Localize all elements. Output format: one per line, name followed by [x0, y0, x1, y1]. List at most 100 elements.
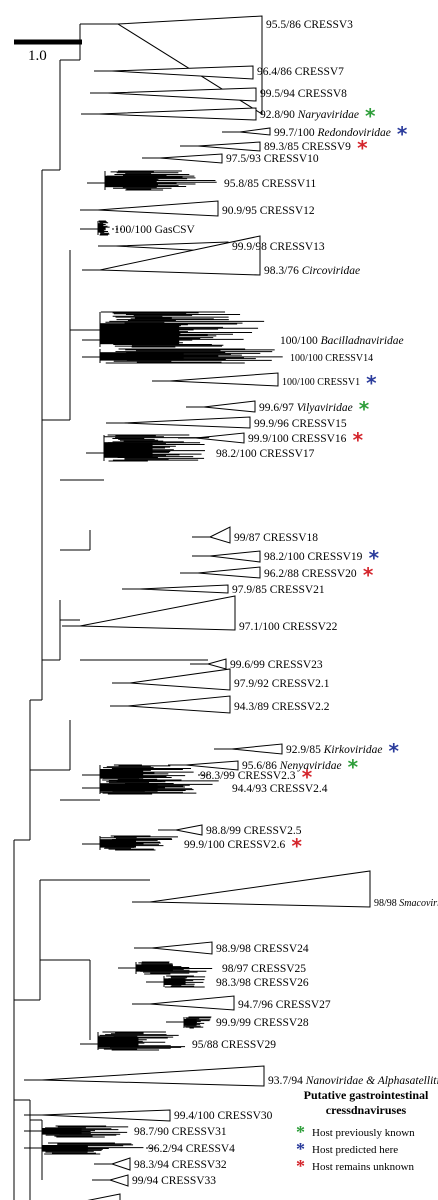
- dense-branches: [100, 783, 158, 792]
- clade-label-cressv2_2: 94.3/89 CRESSV2.2: [234, 701, 330, 713]
- clade-name: CRESSV28: [254, 1017, 309, 1029]
- support-value: 94.4/93: [232, 783, 270, 795]
- support-value: 100/100: [290, 353, 325, 364]
- green-star-icon: *: [348, 755, 359, 779]
- support-value: 98.2/100: [264, 551, 307, 563]
- collapsed-clade-cressv18: [208, 526, 231, 544]
- collapsed-clade-kirkoviridae: [231, 743, 283, 755]
- clade-name: CRESSV11: [262, 178, 317, 190]
- clade-name: Vilyaviridae: [297, 402, 353, 414]
- support-value: 99.9/100: [184, 839, 227, 851]
- clade-name: CRESSV14: [325, 353, 373, 364]
- support-value: 99/94: [132, 1175, 161, 1187]
- dense-branches: [100, 352, 184, 361]
- clade-name: CRESSV2.2: [272, 701, 330, 713]
- clade-label-nenyaviridae: 95.6/86 Nenyaviridae: [242, 760, 342, 772]
- clade-label-redondoviridae: 99.7/100 Redondoviridae: [274, 127, 391, 139]
- support-value: 94.3/89: [234, 701, 272, 713]
- clade-name: CRESSV31: [172, 1126, 227, 1138]
- collapsed-clade-cressv2_5: [175, 824, 203, 836]
- legend-title-line2: cressdnaviruses: [325, 1103, 407, 1117]
- clade-label-cressv23: 99.6/99 CRESSV23: [230, 659, 323, 671]
- clade-label-cressv17: 98.2/100 CRESSV17: [216, 448, 315, 460]
- clade-name-extra: & Alphasatellitidae: [363, 1075, 438, 1087]
- clade-name: CRESSV4: [186, 1143, 235, 1155]
- support-value: 89.3/85: [264, 141, 302, 153]
- collapsed-clade-cressv9: [197, 141, 261, 152]
- clade-label-circoviridae: 98.3/76 Circoviridae: [264, 265, 360, 277]
- clade-label-cressv9: 89.3/85 CRESSV9: [264, 141, 351, 153]
- blue-star-icon: *: [369, 546, 380, 570]
- blue-star-icon: *: [296, 1139, 305, 1159]
- support-value: 99.7/100: [274, 127, 317, 139]
- collapsed-clade-cressv5: [87, 1193, 121, 1200]
- clade-label-cressv2_4: 94.4/93 CRESSV2.4: [232, 783, 328, 795]
- clade-name: CRESSV2.1: [272, 678, 330, 690]
- dense-branches: [98, 1036, 139, 1048]
- clade-name: CRESSV18: [263, 532, 318, 544]
- support-value: 96.2/88: [264, 568, 302, 580]
- uncollapsed-clade-cressv14: [99, 348, 283, 364]
- clade-label-cressv30: 99.4/100 CRESSV30: [174, 1110, 273, 1122]
- support-value: 95.8/85: [224, 178, 262, 190]
- clade-label-cressv13: 99.9/98 CRESSV13: [232, 241, 325, 253]
- support-value: 99.6/99: [230, 659, 268, 671]
- tree-branches: [13, 23, 242, 1200]
- support-value: 95.6/86: [242, 760, 280, 772]
- collapsed-clade-cressv12: [97, 200, 219, 217]
- red-star-icon: *: [302, 765, 313, 789]
- uncollapsed-clade-cressv31: [41, 1125, 129, 1138]
- collapsed-clade-cressv8: [107, 87, 257, 102]
- uncollapsed-clade-cressv2_6: [99, 835, 178, 851]
- support-value: 94.7/96: [238, 999, 276, 1011]
- support-value: 98.8/99: [206, 825, 244, 837]
- clade-name: Smacoviridae: [399, 898, 438, 909]
- host-legend: Putative gastrointestinal cressdnaviruse…: [296, 1088, 436, 1175]
- dense-branches: [136, 964, 173, 972]
- dense-branches: [105, 175, 157, 188]
- collapsed-clade-cressv1: [169, 372, 279, 387]
- clade-name: CRESSV32: [172, 1159, 227, 1171]
- clade-label-cressv2_3: 98.3/99 CRESSV2.3: [200, 770, 296, 782]
- dense-branches: [164, 978, 186, 985]
- uncollapsed-clade-cressv4: [41, 1142, 144, 1155]
- clade-name: CRESSV1: [317, 377, 360, 388]
- clade-label-vilyaviridae: 99.6/97 Vilyaviridae: [259, 402, 353, 414]
- clade-label-cressv32: 98.3/94 CRESSV32: [134, 1159, 227, 1171]
- clade-label-cressv20: 96.2/88 CRESSV20: [264, 568, 357, 580]
- support-value: 99.4/100: [174, 1110, 217, 1122]
- clade-label-bacilladnaviridae: 100/100 Bacilladnaviridae: [280, 335, 404, 347]
- collapsed-clade-cressv24: [151, 941, 213, 955]
- clade-label-cressv1: 100/100 CRESSV1: [282, 377, 360, 388]
- clade-name: CRESSV23: [268, 659, 323, 671]
- uncollapsed-clade-gascsv: [97, 220, 110, 236]
- uncollapsed-clade-cressv2_4: [99, 779, 219, 795]
- support-value: 93.7/94: [268, 1075, 306, 1087]
- support-value: 99.9/99: [216, 1017, 254, 1029]
- clade-name: CRESSV27: [276, 999, 331, 1011]
- clade-name: CRESSV17: [259, 448, 314, 460]
- dense-branches: [104, 442, 153, 458]
- clade-name: CRESSV24: [254, 943, 309, 955]
- clade-name: CRESSV2.3: [238, 770, 296, 782]
- clade-name: CRESSV9: [302, 141, 351, 153]
- clade-label-cressv26: 98.3/98 CRESSV26: [216, 977, 309, 989]
- clade-name: CRESSV12: [260, 205, 315, 217]
- clade-label-naryaviridae: 92.8/90 Naryaviridae: [260, 109, 359, 121]
- collapsed-clade-cressv19: [209, 550, 261, 563]
- clade-name: CRESSV22: [282, 621, 337, 633]
- clade-label-cressv31: 98.7/90 CRESSV31: [134, 1126, 227, 1138]
- uncollapsed-clade-cressv11: [104, 170, 217, 191]
- clade-label-cressv19: 98.2/100 CRESSV19: [264, 551, 363, 563]
- clade-name: CRESSV29: [221, 1039, 276, 1051]
- uncollapsed-clade-cressv29: [97, 1031, 186, 1051]
- uncollapsed-clade-cressv25: [135, 961, 213, 975]
- collapsed-clade-vilyaviridae: [203, 400, 256, 413]
- support-value: 98.3/98: [216, 977, 254, 989]
- scale-bar-label: 1.0: [28, 48, 47, 64]
- dense-branches: [42, 1128, 82, 1135]
- support-value: 97.5/93: [226, 153, 264, 165]
- dense-branches: [184, 1019, 197, 1026]
- clade-label-cressv22: 97.1/100 CRESSV22: [239, 621, 338, 633]
